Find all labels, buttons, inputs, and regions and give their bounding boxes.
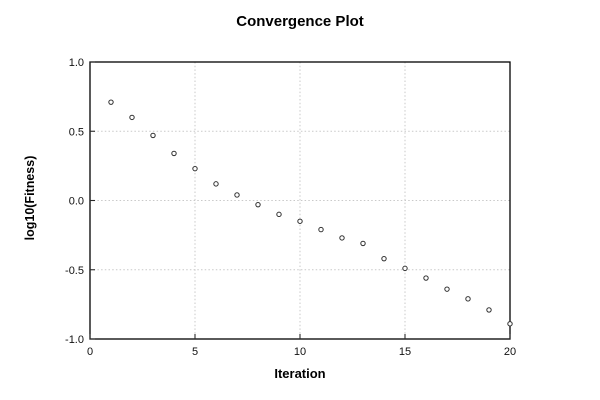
x-tick-label: 5 <box>192 346 198 358</box>
data-point <box>129 114 135 121</box>
y-tick-label: -1.0 <box>65 334 84 346</box>
data-point <box>339 235 345 241</box>
data-point <box>507 321 513 327</box>
y-tick-label: 0.0 <box>69 196 84 208</box>
x-tick-label: 20 <box>504 346 516 358</box>
y-tick-label: 0.5 <box>69 126 84 138</box>
x-tick-label: 10 <box>294 346 306 358</box>
data-point <box>297 218 303 224</box>
y-axis-label-text: log10(Fitness) <box>23 155 37 241</box>
data-point <box>234 192 240 198</box>
data-point <box>171 150 177 157</box>
x-axis-label: Iteration <box>274 366 326 381</box>
chart-title: Convergence Plot <box>236 13 364 30</box>
data-point <box>360 240 366 247</box>
data-point <box>150 132 156 139</box>
data-point <box>192 165 198 172</box>
data-point <box>465 296 471 302</box>
data-point <box>276 211 282 218</box>
y-tick-label: -0.5 <box>65 265 84 277</box>
data-point <box>108 99 114 105</box>
data-point <box>444 286 450 292</box>
data-point <box>402 265 408 272</box>
data-point <box>255 201 261 208</box>
data-point <box>318 226 324 233</box>
x-tick-label: 15 <box>399 346 411 358</box>
data-point <box>486 307 492 313</box>
data-point <box>381 255 387 262</box>
y-tick-label: 1.0 <box>69 57 84 69</box>
x-tick-label: 0 <box>87 346 93 358</box>
data-point <box>423 275 429 281</box>
data-point <box>213 181 219 187</box>
